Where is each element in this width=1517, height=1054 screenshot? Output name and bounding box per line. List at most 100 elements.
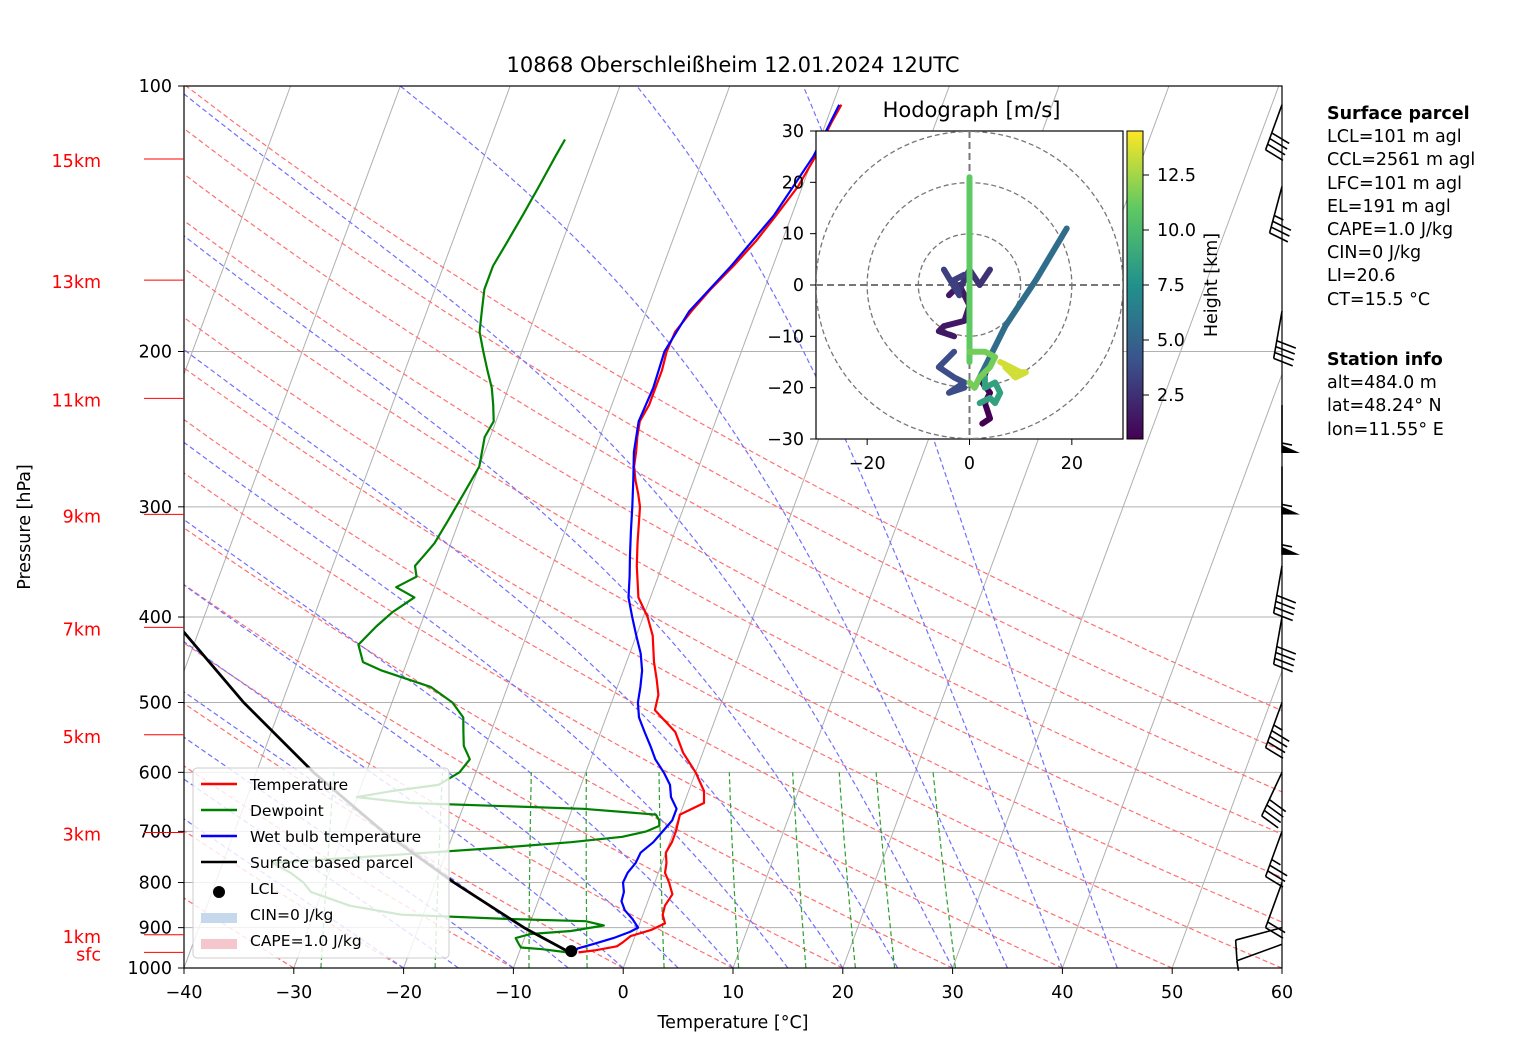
height-label: 5km — [63, 728, 101, 748]
wind-barb-staff — [1272, 311, 1283, 359]
moist-adiabat — [399, 86, 1009, 968]
wind-barb-full — [1267, 870, 1286, 883]
dry-adiabat — [184, 472, 1063, 968]
wind-barb-staff — [1264, 104, 1283, 151]
wind-barb-half — [1273, 724, 1283, 732]
surface-ccl-text: CCL=2561 m agl — [1327, 150, 1476, 171]
x-tick-label: 30 — [941, 983, 963, 1003]
wind-barb — [1260, 771, 1287, 829]
station-info-heading: Station info — [1327, 350, 1443, 370]
mixing-ratio-line — [585, 772, 588, 968]
hodograph-trace — [966, 348, 999, 391]
x-axis-label: Temperature [°C] — [656, 1013, 808, 1033]
legend-label: LCL — [250, 880, 278, 898]
height-label: 13km — [52, 273, 101, 293]
wind-barb — [1272, 311, 1297, 367]
wind-barb-full — [1275, 600, 1296, 610]
wind-barb-half — [1273, 214, 1284, 221]
wind-barb-staff — [1260, 771, 1283, 817]
legend-label: Temperature — [249, 776, 348, 794]
wind-barb-full — [1269, 735, 1288, 748]
wind-barb-staff — [1236, 943, 1283, 962]
wind-barb-staff — [1264, 831, 1283, 877]
wind-barb-half — [1281, 442, 1293, 446]
mixing-ratio-line — [728, 772, 740, 968]
wind-barb-full — [1269, 232, 1289, 243]
x-tick-label: 10 — [722, 983, 744, 1003]
height-label: 9km — [63, 507, 101, 527]
x-tick-label: −40 — [166, 983, 203, 1003]
moist-adiabat — [184, 640, 624, 968]
legend-label: CAPE=1.0 J/kg — [250, 932, 362, 950]
hodograph-y-label: −10 — [767, 327, 804, 347]
mixing-ratio-line — [875, 772, 896, 968]
dry-adiabat — [184, 173, 1282, 793]
dry-adiabat — [184, 127, 1282, 752]
legend: Temperature Dewpoint Wet bulb temperature S… — [192, 767, 450, 959]
isotherm — [403, 86, 731, 968]
wind-barb-full — [1272, 220, 1292, 232]
wetbulb-line — [573, 104, 841, 954]
temperature-line — [578, 104, 843, 954]
wind-barb — [1281, 506, 1300, 555]
hodograph-trace — [956, 266, 993, 294]
wind-barb — [1234, 926, 1283, 961]
wind-barb-full — [1261, 815, 1279, 829]
station-lon-text: lon=11.55° E — [1327, 419, 1444, 440]
wind-barb-full — [1270, 226, 1290, 237]
lcl-marker — [565, 945, 578, 958]
legend-swatch — [201, 939, 237, 949]
station-info-panel: Station info alt=484.0 m lat=48.24° N lo… — [1327, 349, 1444, 442]
wind-barb-full — [1276, 645, 1297, 655]
y-tick-label: 400 — [139, 608, 172, 628]
hodograph-y-label: 0 — [793, 276, 804, 296]
wind-barb — [1236, 943, 1283, 971]
wind-barb-full — [1273, 612, 1293, 622]
surface-lcl-text: LCL=101 m agl — [1327, 127, 1462, 148]
hodograph-trace — [976, 374, 1004, 407]
wind-barb-full — [1234, 940, 1238, 961]
y-tick-label: 900 — [139, 919, 172, 939]
wind-barb-half — [1271, 858, 1281, 866]
wind-barb-full — [1276, 594, 1297, 604]
mixing-ratio-line — [658, 772, 665, 968]
x-tick-label: 0 — [618, 983, 629, 1003]
wind-barb-flag — [1282, 506, 1300, 515]
legend-label: Wet bulb temperature — [250, 828, 421, 846]
legend-swatch — [201, 913, 237, 923]
mixing-ratio-line — [792, 772, 807, 968]
dry-adiabat — [184, 219, 1282, 835]
hodograph-trace — [997, 359, 1029, 381]
hodograph-plot — [816, 131, 1123, 439]
x-tick-label: −30 — [275, 983, 312, 1003]
dry-adiabat — [184, 316, 1282, 923]
wind-barb — [1281, 405, 1300, 454]
wind-barb-full — [1276, 339, 1297, 349]
x-tick-label: −10 — [495, 983, 532, 1003]
station-alt-text: alt=484.0 m — [1327, 373, 1437, 394]
y-axis-label: Pressure [hPa] — [15, 464, 35, 590]
wind-barb — [1272, 616, 1297, 673]
surface-cape-text: CAPE=1.0 J/kg — [1327, 220, 1454, 241]
y-tick-label: 500 — [139, 693, 172, 713]
surface-el-text: EL=191 m agl — [1327, 196, 1451, 217]
mixing-ratio-line — [838, 772, 856, 968]
wind-barb-flag — [1282, 546, 1300, 555]
moist-adiabat — [184, 518, 734, 968]
wind-barb — [1268, 186, 1292, 243]
wind-barb — [1264, 104, 1290, 162]
hodograph-x-label: −20 — [849, 454, 886, 474]
surface-li-text: LI=20.6 — [1327, 266, 1396, 287]
height-label: sfc — [76, 945, 101, 965]
y-tick-label: 200 — [139, 343, 172, 363]
isotherm — [512, 86, 841, 968]
hodograph-trace — [940, 266, 968, 299]
wind-barb-staff — [1264, 882, 1283, 928]
wind-barb — [1264, 831, 1288, 888]
wind-barb-half — [1236, 960, 1240, 971]
wind-barb-full — [1271, 132, 1290, 145]
y-tick-label: 800 — [139, 874, 172, 894]
isotherm — [0, 86, 71, 968]
wind-barb-full — [1267, 921, 1286, 934]
wind-barb-staff — [1268, 186, 1283, 234]
